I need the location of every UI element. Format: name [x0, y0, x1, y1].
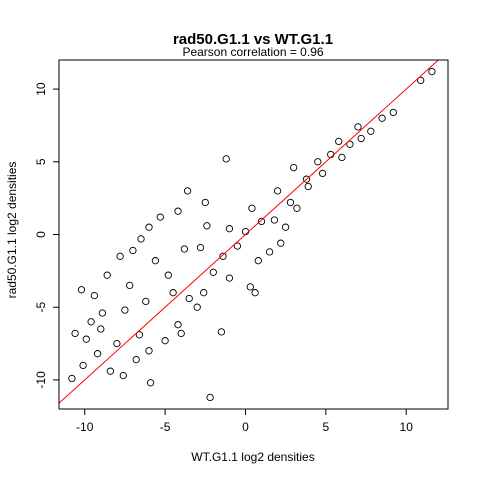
data-point	[196, 243, 205, 252]
data-point	[209, 268, 217, 276]
data-point	[293, 204, 301, 212]
data-point	[318, 169, 327, 178]
y-tick-label: 5	[34, 158, 48, 165]
data-point	[257, 217, 266, 226]
data-point	[338, 153, 346, 162]
data-point	[251, 289, 259, 297]
data-point	[193, 303, 201, 311]
data-point	[116, 252, 124, 260]
data-point	[286, 198, 295, 207]
data-point	[233, 242, 242, 250]
points-layer	[68, 67, 436, 402]
fit-layer	[59, 60, 440, 404]
data-point	[389, 108, 397, 117]
y-tick-label: -5	[34, 302, 48, 313]
data-point	[82, 335, 90, 343]
data-point	[145, 347, 153, 355]
data-point	[174, 321, 182, 329]
x-tick-label: -5	[160, 420, 171, 434]
data-point	[183, 187, 192, 195]
x-tick-label: -10	[76, 420, 94, 434]
data-point	[428, 67, 436, 76]
data-point	[254, 257, 262, 265]
data-point	[119, 371, 127, 380]
data-point	[164, 271, 172, 279]
x-tick-label: 0	[242, 420, 249, 434]
x-tick-label: 5	[322, 420, 329, 434]
chart-subtitle: Pearson correlation = 0.96	[182, 45, 323, 59]
data-point	[219, 252, 227, 260]
data-point	[248, 204, 256, 212]
plot-frame	[58, 59, 449, 410]
data-point	[378, 114, 386, 122]
data-point	[225, 274, 234, 282]
regression-line	[59, 60, 440, 404]
x-tick-label: 10	[400, 420, 414, 434]
data-point	[151, 257, 160, 265]
y-tick-label: -10	[34, 371, 48, 389]
y-tick-label: 0	[34, 231, 48, 238]
data-point	[137, 235, 145, 243]
data-point	[145, 223, 153, 231]
data-point	[180, 245, 189, 253]
data-point	[265, 248, 274, 256]
data-point	[177, 329, 185, 338]
data-point	[222, 155, 230, 163]
data-point	[270, 216, 279, 224]
data-point	[225, 225, 234, 233]
data-point	[126, 281, 134, 290]
y-axis-label: rad50.G1.1 log2 densities	[5, 162, 19, 299]
data-point	[277, 239, 285, 247]
data-point	[156, 213, 164, 221]
data-point	[203, 222, 211, 230]
data-point	[302, 175, 311, 183]
data-point	[135, 331, 144, 339]
data-point	[200, 289, 208, 297]
data-point	[417, 76, 425, 85]
x-axis: -10 -5 0 5 10	[76, 409, 413, 434]
data-point	[142, 297, 150, 306]
data-point	[335, 137, 343, 146]
data-point	[346, 140, 354, 148]
data-point	[273, 187, 282, 195]
data-point	[314, 158, 322, 166]
y-tick-label: 10	[34, 82, 48, 96]
x-axis-label: WT.G1.1 log2 densities	[191, 450, 314, 464]
data-point	[206, 393, 214, 402]
data-point	[281, 223, 290, 231]
data-point	[68, 374, 76, 383]
data-point	[98, 309, 107, 317]
data-point	[90, 291, 99, 300]
data-point	[367, 127, 375, 135]
data-point	[71, 329, 79, 338]
data-point	[161, 337, 169, 345]
data-point	[246, 283, 254, 291]
data-point	[201, 198, 209, 207]
data-point	[169, 289, 177, 297]
data-point	[79, 361, 87, 370]
y-axis: -10 -5 0 5 10	[34, 82, 59, 389]
chart-title: rad50.G1.1 vs WT.G1.1	[173, 31, 333, 48]
data-point	[87, 318, 95, 326]
data-point	[185, 294, 193, 303]
data-point	[103, 271, 111, 279]
data-point	[217, 328, 226, 336]
data-point	[93, 350, 102, 358]
data-point	[106, 367, 115, 375]
data-point	[174, 207, 182, 215]
data-point	[77, 286, 86, 294]
data-point	[132, 355, 140, 364]
data-point	[354, 123, 362, 131]
data-point	[357, 134, 365, 143]
data-point	[304, 182, 312, 191]
data-point	[121, 306, 129, 314]
data-point	[97, 325, 105, 333]
data-point	[129, 246, 137, 255]
data-point	[290, 163, 298, 172]
data-point	[113, 339, 121, 348]
data-point	[146, 379, 155, 387]
